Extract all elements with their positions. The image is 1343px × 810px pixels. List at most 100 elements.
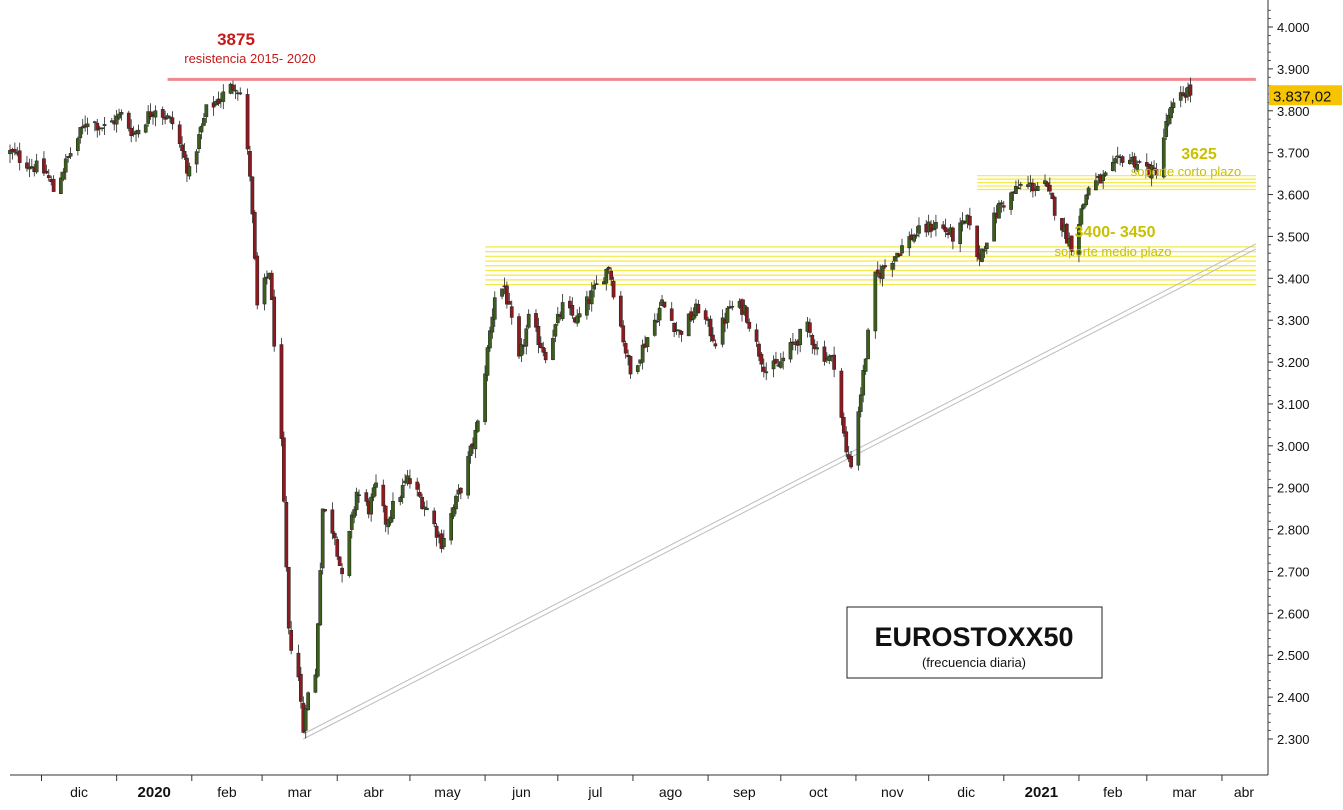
y-tick-label: 4.000	[1277, 20, 1310, 35]
month-label: nov	[881, 784, 904, 800]
candle-body	[388, 516, 393, 524]
candle-body	[951, 227, 955, 242]
candle-body	[645, 337, 650, 347]
candle-body	[1086, 187, 1091, 196]
candle-body	[662, 301, 667, 308]
candle-body	[713, 343, 718, 347]
candle-body	[609, 270, 613, 280]
candle-body	[335, 539, 340, 557]
candle-body	[711, 334, 715, 342]
candle-body	[946, 232, 950, 236]
candle-body	[490, 316, 495, 333]
candle-body	[454, 495, 458, 510]
candle-body	[880, 265, 885, 279]
month-label: feb	[1103, 784, 1123, 800]
candle-body	[1064, 223, 1069, 244]
candle-body	[686, 313, 691, 337]
candle-body	[606, 266, 611, 270]
candle-body	[611, 280, 616, 298]
y-tick-label: 3.800	[1277, 104, 1310, 119]
candle-body	[63, 158, 68, 173]
candle-body	[374, 482, 378, 488]
candle-body	[468, 445, 473, 457]
candle-body	[759, 353, 764, 365]
candle-body	[1077, 224, 1081, 255]
candle-body	[691, 314, 696, 320]
candle-body	[604, 268, 609, 284]
candle-body	[303, 708, 308, 731]
chart-title: EUROSTOXX50	[874, 622, 1073, 652]
candle-body	[1132, 156, 1137, 168]
y-tick-label: 3.700	[1277, 146, 1310, 161]
candle-body	[1014, 186, 1018, 194]
candle-body	[929, 223, 933, 232]
candle-body	[1084, 194, 1089, 206]
candle-body	[61, 171, 66, 180]
candle-body	[538, 342, 543, 349]
candle-body	[180, 144, 184, 151]
candle-body	[78, 127, 83, 139]
candle-body	[703, 310, 708, 320]
candle-body	[92, 121, 97, 123]
support-medium-label: 3400- 3450	[1075, 224, 1156, 241]
candle-body	[1018, 183, 1023, 186]
candle-body	[892, 256, 897, 262]
candle-body	[778, 361, 783, 368]
candle-body	[575, 315, 580, 324]
candle-body	[1111, 162, 1115, 171]
candle-body	[672, 322, 676, 332]
candle-body	[381, 484, 386, 507]
candle-body	[143, 124, 148, 133]
candle-body	[330, 509, 335, 534]
candle-body	[725, 307, 730, 323]
candle-body	[696, 304, 701, 314]
y-tick-label: 2.500	[1277, 648, 1310, 663]
resistance-value-label: 3875	[217, 30, 255, 49]
candle-body	[1154, 169, 1159, 176]
candle-body	[160, 109, 165, 118]
candle-body	[1166, 114, 1171, 125]
candle-body	[1060, 218, 1064, 231]
candle-body	[306, 692, 310, 711]
candle-body	[473, 429, 478, 450]
month-label: abr	[1234, 784, 1255, 800]
candle-body	[585, 296, 589, 316]
candle-body	[858, 394, 863, 412]
candle-body	[626, 354, 630, 357]
candle-body	[458, 487, 463, 494]
month-label: sep	[733, 784, 756, 800]
candle-body	[432, 510, 437, 525]
candle-body	[1103, 172, 1108, 176]
candle-body	[386, 519, 390, 528]
candle-body	[221, 91, 226, 102]
candle-body	[369, 496, 374, 515]
candle-body	[136, 129, 141, 135]
candle-body	[635, 365, 640, 372]
candle-body	[968, 215, 972, 226]
candle-body	[679, 330, 684, 335]
candle-body	[352, 509, 357, 518]
month-label: mar	[288, 784, 312, 800]
candle-body	[95, 122, 100, 131]
candle-body	[148, 111, 153, 118]
candle-body	[231, 84, 235, 90]
candle-body	[1178, 92, 1183, 101]
candle-body	[449, 513, 453, 541]
candle-body	[1026, 184, 1030, 187]
candle-body	[992, 212, 996, 242]
candle-body	[1094, 180, 1098, 191]
y-tick-label: 2.800	[1277, 523, 1310, 538]
candle-body	[788, 342, 793, 360]
candle-body	[320, 508, 325, 569]
candle-body	[883, 265, 887, 268]
y-tick-label: 3.200	[1277, 355, 1310, 370]
candle-body	[475, 420, 480, 432]
axes: 2.300 2.400 2.500 2.600 2.700 2.800 2.900 3.000…	[10, 0, 1310, 801]
trendline-group	[303, 243, 1257, 740]
candle-body	[534, 313, 538, 328]
month-label: feb	[217, 784, 237, 800]
candle-body	[1113, 158, 1118, 164]
candle-body	[917, 225, 921, 234]
candle-body	[27, 166, 32, 170]
y-tick-label: 2.600	[1277, 606, 1310, 621]
